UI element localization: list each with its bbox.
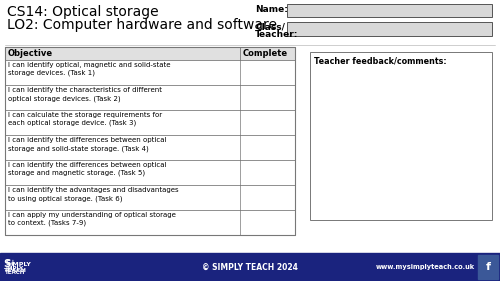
Text: I can identify optical, magnetic and solid-state
storage devices. (Task 1): I can identify optical, magnetic and sol… bbox=[8, 62, 170, 76]
Text: Objective: Objective bbox=[8, 49, 53, 58]
Bar bbox=[5, 85, 295, 110]
Bar bbox=[5, 60, 295, 85]
Bar bbox=[5, 210, 295, 235]
Bar bbox=[5, 47, 295, 235]
Text: f: f bbox=[486, 262, 490, 272]
Bar bbox=[0, 253, 500, 281]
Text: I can identify the characteristics of different
optical storage devices. (Task 2: I can identify the characteristics of di… bbox=[8, 87, 162, 101]
Text: Name:: Name: bbox=[255, 5, 288, 14]
Text: I can identify the differences between optical
storage and solid-state storage. : I can identify the differences between o… bbox=[8, 137, 166, 151]
Text: S↓: S↓ bbox=[5, 260, 16, 266]
Bar bbox=[5, 185, 295, 210]
Text: IMPLY: IMPLY bbox=[10, 262, 31, 266]
Text: I can calculate the storage requirements for
each optical storage device. (Task : I can calculate the storage requirements… bbox=[8, 112, 162, 126]
Bar bbox=[5, 135, 295, 160]
Bar bbox=[287, 4, 492, 17]
Text: Teacher:: Teacher: bbox=[255, 30, 298, 39]
Text: LO2: Computer hardware and software: LO2: Computer hardware and software bbox=[7, 18, 277, 32]
Text: S: S bbox=[3, 259, 10, 269]
Bar bbox=[478, 255, 498, 279]
Text: Class/: Class/ bbox=[255, 22, 285, 31]
Text: IMPLY: IMPLY bbox=[5, 266, 23, 271]
Text: TEACH: TEACH bbox=[3, 269, 26, 273]
Bar bbox=[5, 110, 295, 135]
Text: CS14: Optical storage: CS14: Optical storage bbox=[7, 5, 158, 19]
Text: I can identify the advantages and disadvantages
to using optical storage. (Task : I can identify the advantages and disadv… bbox=[8, 187, 178, 201]
Bar bbox=[287, 22, 492, 36]
Text: Complete: Complete bbox=[243, 49, 288, 58]
Text: www.mysimplyteach.co.uk: www.mysimplyteach.co.uk bbox=[376, 264, 475, 270]
Bar bbox=[5, 47, 295, 60]
Text: I can apply my understanding of optical storage
to context. (Tasks 7-9): I can apply my understanding of optical … bbox=[8, 212, 176, 226]
Text: I can identify the differences between optical
storage and magnetic storage. (Ta: I can identify the differences between o… bbox=[8, 162, 166, 176]
Text: TEACH: TEACH bbox=[5, 271, 25, 275]
Bar bbox=[5, 160, 295, 185]
Bar bbox=[310, 52, 492, 220]
Text: © SIMPLY TEACH 2024: © SIMPLY TEACH 2024 bbox=[202, 262, 298, 271]
Text: Teacher feedback/comments:: Teacher feedback/comments: bbox=[314, 56, 446, 65]
